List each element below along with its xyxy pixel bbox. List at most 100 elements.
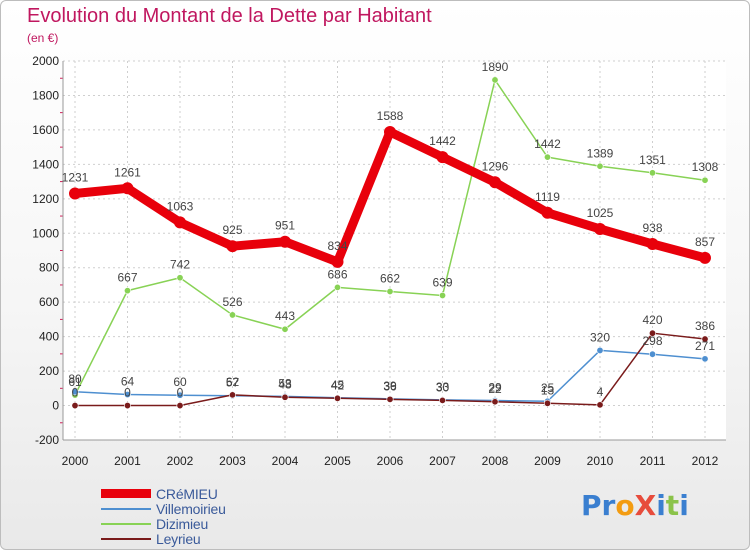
data-point: [331, 255, 344, 268]
legend-swatch-villemoirieu: [101, 508, 151, 510]
data-label: 1308: [692, 160, 719, 174]
data-point: [699, 251, 711, 264]
data-point: [69, 187, 81, 200]
data-label: 60: [173, 375, 187, 389]
data-label: 443: [275, 309, 295, 323]
data-label: 62: [226, 375, 240, 389]
logo-letter: t: [665, 489, 680, 522]
data-label: 61: [68, 375, 82, 389]
data-label: 951: [275, 219, 295, 233]
data-label: 1389: [587, 146, 614, 160]
data-label: 420: [642, 313, 662, 327]
logo-letter: r: [601, 489, 616, 522]
data-point: [121, 182, 134, 195]
chart-title: Evolution du Montant de la Dette par Hab…: [27, 5, 432, 27]
legend-label-villemoirieu: Villemoirieu: [156, 501, 226, 517]
data-point: [596, 346, 604, 354]
data-label: 57: [226, 376, 240, 390]
data-label: 0: [177, 386, 184, 400]
data-point: [333, 394, 341, 402]
data-label: 25: [541, 381, 555, 395]
data-label: 33: [436, 380, 450, 394]
data-point: [386, 288, 394, 296]
data-label: 45: [331, 378, 345, 392]
legend-item-cremieu: CRéMIEU: [101, 486, 301, 502]
data-label: 13: [541, 383, 555, 397]
data-label: 0: [72, 386, 79, 400]
legend-label-cremieu: CRéMIEU: [156, 486, 218, 502]
x-tick-label: 2001: [114, 454, 141, 468]
data-label: 857: [695, 235, 715, 249]
data-label: 1261: [114, 165, 141, 179]
data-label: 834: [327, 239, 347, 253]
data-point: [543, 399, 551, 407]
data-point: [71, 402, 79, 410]
series-lines: [69, 76, 711, 410]
y-tick-label: -200: [35, 433, 59, 447]
data-point: [648, 169, 656, 177]
x-tick-label: 2012: [692, 454, 719, 468]
legend-item-leyrieu: Leyrieu: [101, 531, 301, 547]
x-tick-label: 2008: [482, 454, 509, 468]
data-point: [701, 176, 709, 184]
data-label: 662: [380, 272, 400, 286]
data-label: 667: [117, 271, 137, 285]
data-label: 80: [68, 372, 82, 386]
data-label: 39: [383, 379, 397, 393]
data-point: [438, 396, 446, 404]
data-label: 925: [222, 223, 242, 237]
data-label: 526: [222, 295, 242, 309]
data-label: 386: [695, 319, 715, 333]
y-tick-label: 1400: [32, 157, 59, 171]
data-point: [333, 283, 341, 291]
plot-area: [63, 61, 726, 440]
y-tick-label: 2000: [32, 54, 59, 68]
data-point: [386, 395, 394, 403]
data-point: [124, 287, 132, 295]
data-point: [384, 125, 396, 138]
legend-label-dizimieu: Dizimieu: [156, 516, 209, 532]
data-point: [596, 162, 604, 170]
data-point: [646, 237, 659, 250]
data-label: 298: [642, 334, 662, 348]
data-point: [438, 291, 446, 299]
x-tick-label: 2003: [219, 454, 246, 468]
x-tick-label: 2000: [62, 454, 89, 468]
data-label: 1119: [535, 190, 560, 204]
axes: -200020040060080010001200140016001800200…: [32, 54, 726, 468]
data-label: 4: [597, 385, 604, 399]
y-tick-label: 1600: [32, 123, 59, 137]
data-point: [226, 240, 239, 253]
data-label: 48: [278, 377, 292, 391]
logo-letter: X: [634, 489, 657, 522]
legend-swatch-dizimieu: [101, 523, 151, 525]
y-tick-label: 800: [39, 261, 59, 275]
grid-lines: [63, 60, 726, 441]
data-point: [176, 402, 184, 410]
y-tick-label: 0: [52, 399, 59, 413]
data-label: 1442: [534, 137, 561, 151]
y-tick-label: 1200: [32, 192, 59, 206]
data-label: 1890: [482, 60, 509, 74]
legend: CRéMIEU Villemoirieu Dizimieu Leyrieu: [101, 486, 301, 547]
data-point: [229, 311, 237, 319]
data-point: [491, 398, 499, 406]
x-tick-label: 2010: [587, 454, 614, 468]
legend-item-villemoirieu: Villemoirieu: [101, 501, 301, 517]
x-tick-label: 2006: [377, 454, 404, 468]
proxiti-logo: ProXiti: [581, 489, 689, 522]
data-point: [71, 388, 79, 396]
data-point: [489, 176, 501, 189]
data-point: [176, 391, 184, 399]
legend-label-leyrieu: Leyrieu: [156, 531, 201, 547]
y-tick-label: 600: [39, 295, 59, 309]
legend-swatch-leyrieu: [101, 538, 151, 540]
x-tick-label: 2002: [167, 454, 194, 468]
data-label: 1588: [377, 109, 404, 123]
data-label: 36: [383, 379, 397, 393]
legend-item-dizimieu: Dizimieu: [101, 516, 301, 532]
data-point: [124, 402, 132, 410]
data-label: 42: [331, 378, 345, 392]
data-point: [596, 401, 604, 409]
